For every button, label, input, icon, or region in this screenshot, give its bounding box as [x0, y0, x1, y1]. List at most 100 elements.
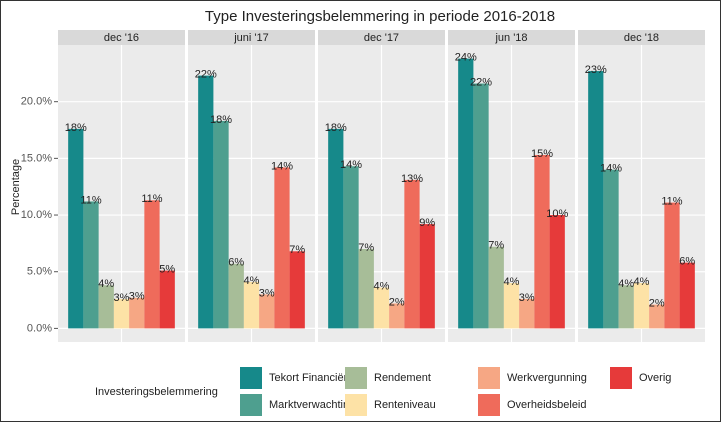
legend-key	[478, 394, 500, 416]
data-label: 11%	[141, 193, 162, 205]
bar	[159, 270, 175, 329]
bar	[68, 128, 84, 329]
data-label: 2%	[389, 296, 405, 308]
facet-label: dec '16	[104, 32, 139, 44]
legend-label: Renteniveau	[374, 399, 436, 411]
bar	[98, 285, 114, 329]
data-label: 9%	[419, 217, 435, 229]
bar	[389, 303, 405, 329]
data-label: 5%	[159, 263, 175, 275]
legend-key	[610, 367, 632, 389]
data-label: 4%	[618, 278, 634, 290]
strip	[58, 30, 185, 45]
facet-label: juni '17	[233, 32, 269, 44]
bar	[664, 202, 680, 329]
data-label: 3%	[114, 292, 130, 304]
data-label: 14%	[600, 163, 622, 175]
legend-title: Investeringsbelemmering	[95, 386, 218, 398]
bar	[83, 201, 99, 329]
bar	[473, 83, 489, 329]
bar	[519, 298, 535, 329]
facet-label: jun '18	[494, 32, 527, 44]
facet-label: dec '17	[364, 32, 399, 44]
y-tick-label: 10.0%	[21, 209, 52, 221]
data-label: 2%	[649, 297, 665, 309]
y-tick-label: 0.0%	[27, 322, 52, 334]
strip	[448, 30, 575, 45]
legend-key	[240, 394, 262, 416]
data-label: 4%	[634, 276, 650, 288]
data-label: 22%	[470, 76, 492, 88]
facet-label: dec '18	[624, 32, 659, 44]
data-label: 18%	[210, 114, 232, 126]
chart-title: Type Investeringsbelemmering in periode …	[205, 8, 555, 25]
legend-label: Werkvergunning	[507, 372, 587, 384]
bar	[588, 71, 604, 329]
bar	[129, 297, 145, 329]
legend-key	[478, 367, 500, 389]
strip	[578, 30, 705, 45]
legend-key	[345, 394, 367, 416]
bar	[328, 128, 344, 329]
bar	[549, 215, 565, 329]
data-label: 4%	[374, 280, 390, 292]
bar	[373, 287, 390, 329]
data-label: 24%	[455, 52, 477, 64]
legend-label: Overig	[639, 372, 671, 384]
data-label: 3%	[519, 292, 535, 304]
bar	[343, 166, 359, 329]
data-label: 7%	[488, 240, 504, 252]
data-label: 23%	[585, 64, 607, 76]
legend-label: Overheidsbeleid	[507, 399, 587, 411]
bar	[503, 283, 520, 329]
bar	[603, 169, 619, 329]
data-label: 4%	[244, 275, 260, 287]
legend-label: Marktverwachting	[269, 399, 355, 411]
data-label: 7%	[358, 242, 374, 254]
data-label: 14%	[271, 160, 293, 172]
bar	[289, 251, 305, 329]
bar	[679, 262, 695, 329]
bar	[274, 167, 290, 329]
bar	[358, 249, 374, 329]
data-label: 13%	[401, 173, 423, 185]
legend-label: Tekort Financiën	[269, 372, 350, 384]
bar	[113, 298, 130, 329]
bar	[228, 263, 244, 329]
bar	[633, 283, 650, 329]
data-label: 15%	[531, 148, 553, 160]
bar	[404, 179, 420, 329]
legend-key	[345, 367, 367, 389]
data-label: 18%	[325, 122, 347, 134]
bar	[488, 246, 504, 329]
data-label: 3%	[129, 291, 145, 303]
y-axis-label: Percentage	[10, 159, 22, 215]
y-tick-label: 15.0%	[21, 152, 52, 164]
data-label: 4%	[504, 276, 520, 288]
data-label: 3%	[259, 287, 275, 299]
data-label: 6%	[228, 257, 244, 269]
bar	[458, 58, 474, 329]
strip	[188, 30, 315, 45]
data-label: 4%	[98, 278, 114, 290]
data-label: 14%	[340, 159, 362, 171]
bar	[213, 120, 229, 329]
data-label: 6%	[679, 256, 695, 268]
data-label: 11%	[80, 194, 101, 206]
bar	[243, 281, 260, 329]
bar	[198, 75, 214, 329]
strip	[318, 30, 445, 45]
bar	[649, 304, 665, 329]
legend-label: Rendement	[374, 372, 431, 384]
y-tick-label: 5.0%	[27, 266, 52, 278]
bar	[618, 285, 634, 329]
data-label: 18%	[65, 122, 87, 134]
data-label: 10%	[546, 208, 568, 220]
bar	[144, 200, 160, 329]
y-tick-label: 20.0%	[21, 96, 52, 108]
legend-key	[240, 367, 262, 389]
data-label: 22%	[195, 69, 217, 81]
bar	[259, 294, 275, 329]
bar	[534, 154, 550, 329]
